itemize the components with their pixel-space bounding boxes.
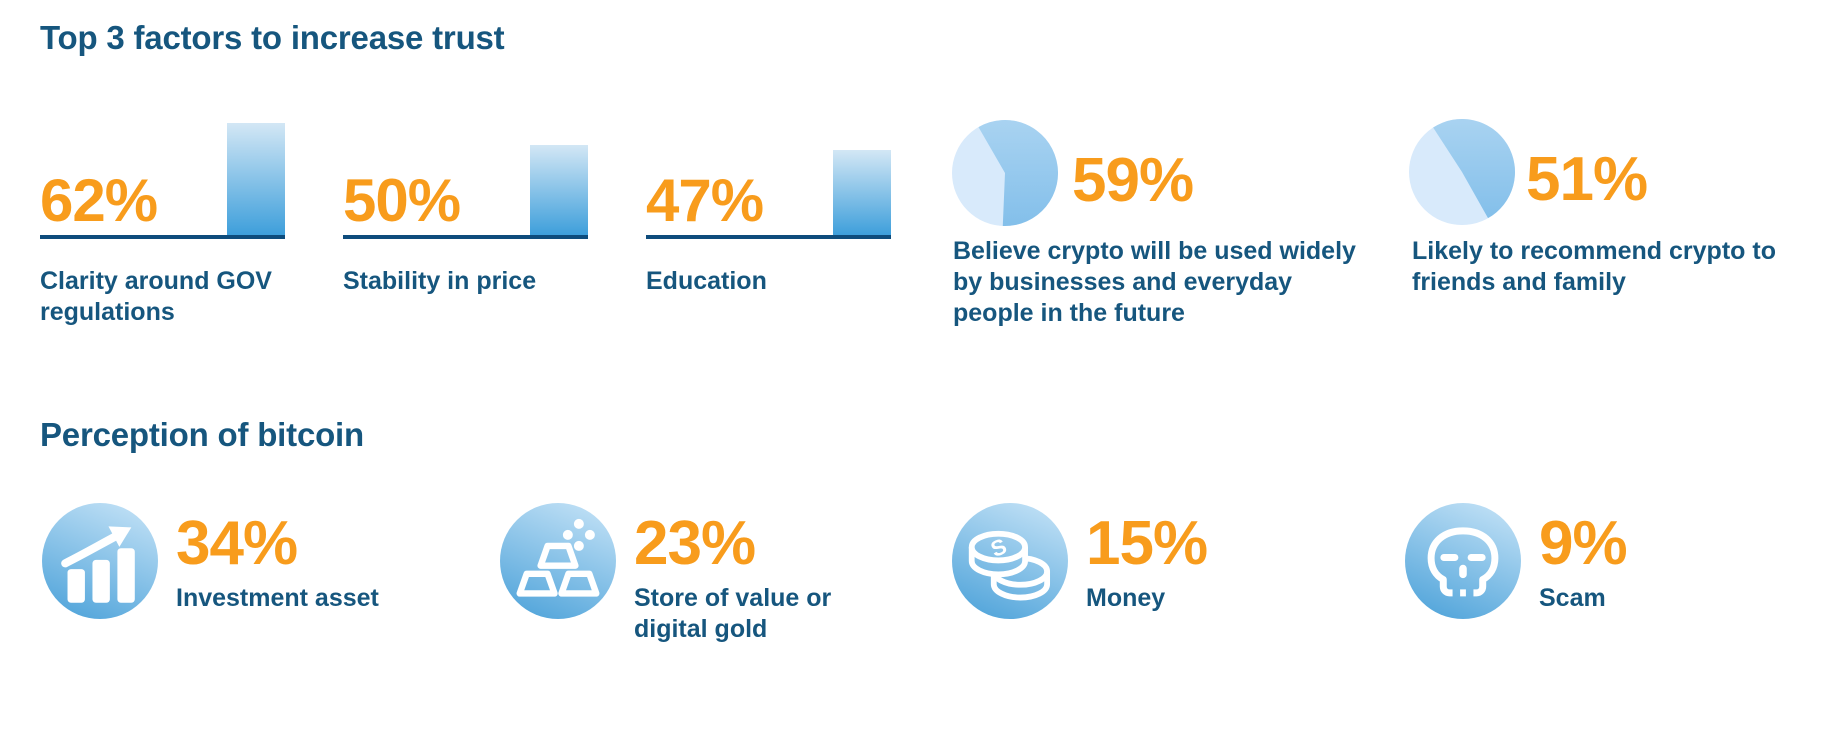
pie-label: Likely to recommend crypto to friends an…	[1412, 237, 1776, 296]
percent-value: 23%	[634, 509, 756, 578]
bar-baseline	[343, 235, 588, 239]
stat-label: Scam	[1539, 584, 1606, 612]
stat-item-store-of-value: 23% Store of value or digital gold	[500, 503, 934, 645]
percent-value: 15%	[1086, 509, 1208, 578]
bar-label: Stability in price	[343, 267, 537, 295]
bar-plot: 50%	[343, 118, 588, 235]
bar-column	[530, 145, 588, 235]
pie-chart-future-use	[952, 120, 1058, 226]
stat-item-scam: 9% Scam	[1405, 503, 1822, 619]
coins-icon: S	[952, 503, 1068, 619]
percent-value: 62%	[40, 167, 158, 234]
skull-icon	[1405, 503, 1521, 619]
percent-value: 34%	[176, 509, 298, 578]
bar-baseline	[40, 235, 285, 239]
growth-chart-icon	[42, 503, 158, 619]
percent-value: 51%	[1526, 145, 1648, 214]
percent-value: 47%	[646, 167, 764, 234]
pie-chart-recommend	[1409, 119, 1515, 225]
bar-baseline	[646, 235, 891, 239]
bar-stat-clarity: 62% Clarity around GOV regulations	[40, 118, 285, 328]
pie-value-slice	[978, 120, 1058, 226]
perception-section-title: Perception of bitcoin	[40, 416, 364, 453]
percent-value: 59%	[1072, 146, 1194, 215]
pie-value-slice	[1433, 119, 1515, 219]
bar-label: Clarity around GOV regulations	[40, 267, 272, 326]
stat-item-investment-asset: 34% Investment asset	[42, 503, 476, 619]
stat-label: Investment asset	[176, 584, 379, 612]
bar-column	[227, 123, 285, 235]
stat-item-money: S 15% Money	[952, 503, 1386, 619]
stat-label: Money	[1086, 584, 1166, 612]
bar-plot: 47%	[646, 118, 891, 235]
stat-label: Store of value or digital gold	[634, 584, 832, 643]
percent-value: 9%	[1539, 509, 1628, 578]
bar-stat-stability: 50% Stability in price	[343, 118, 588, 297]
percent-value: 50%	[343, 167, 461, 234]
trust-section-title: Top 3 factors to increase trust	[40, 19, 505, 56]
bar-stat-education: 47% Education	[646, 118, 891, 297]
bar-label: Education	[646, 267, 767, 295]
bar-column	[833, 150, 891, 235]
pie-label: Believe crypto will be used widely by bu…	[953, 237, 1356, 327]
bar-plot: 62%	[40, 118, 285, 235]
gold-bars-icon	[500, 503, 616, 619]
